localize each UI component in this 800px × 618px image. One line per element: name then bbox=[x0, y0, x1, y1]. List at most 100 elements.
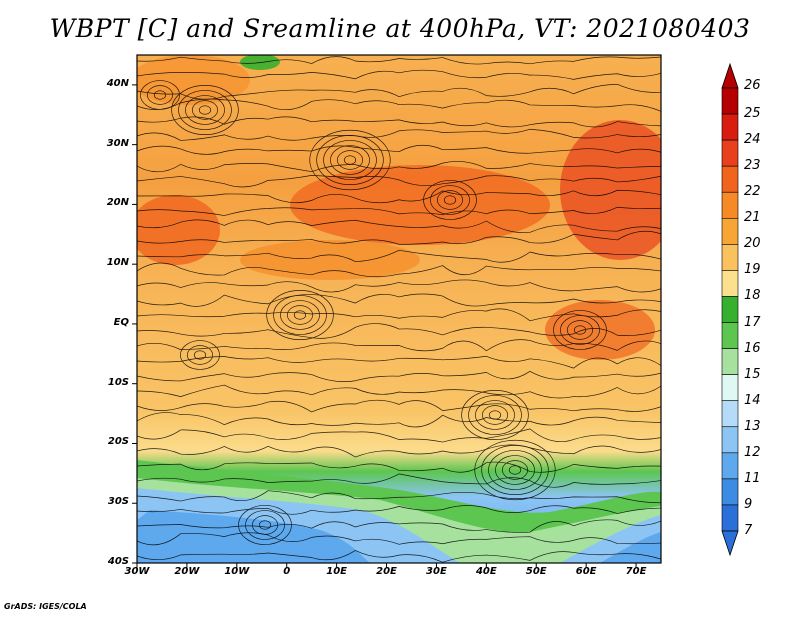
colorbar-swatch bbox=[721, 165, 739, 193]
vortex-streamline bbox=[153, 90, 167, 100]
vortex-streamline bbox=[309, 129, 391, 191]
colorbar-level-label: 18 bbox=[744, 288, 761, 304]
colorbar-swatch bbox=[721, 244, 739, 271]
vortex-streamline bbox=[560, 315, 600, 345]
streamline bbox=[137, 490, 661, 504]
lat-tick-label: 20S bbox=[107, 436, 129, 448]
streamline bbox=[137, 249, 661, 263]
colorbar-max-triangle bbox=[721, 62, 739, 89]
colorbar-swatch bbox=[721, 217, 739, 245]
colorbar-swatch bbox=[721, 322, 739, 349]
vortex-streamline bbox=[495, 455, 535, 485]
vortex-streamline bbox=[193, 350, 207, 360]
vortex-streamline bbox=[171, 84, 239, 135]
lat-tick-label: EQ bbox=[113, 316, 129, 328]
vortex-streamline bbox=[245, 510, 285, 540]
colorbar-swatch bbox=[721, 478, 739, 506]
colorbar-swatch bbox=[721, 504, 739, 532]
vortex-streamline bbox=[482, 405, 509, 425]
streamline bbox=[137, 189, 661, 204]
colorbar-swatch bbox=[721, 296, 739, 323]
streamline bbox=[137, 412, 661, 428]
colorbar-swatch bbox=[721, 426, 739, 454]
lon-tick-label: 20W bbox=[174, 566, 200, 577]
streamline bbox=[137, 144, 661, 155]
vortex-streamline bbox=[443, 195, 457, 205]
lat-tick-label: 30N bbox=[106, 137, 129, 149]
colorbar-level-label: 12 bbox=[744, 444, 761, 460]
lon-tick-label: 30W bbox=[124, 566, 150, 577]
streamline bbox=[137, 519, 661, 533]
vortex-streamline bbox=[430, 185, 470, 215]
streamline bbox=[137, 532, 661, 546]
vortex-streamline bbox=[147, 85, 174, 105]
colorbar-level-label: 13 bbox=[744, 418, 761, 434]
lat-tick-label: 40N bbox=[106, 77, 129, 89]
colorbar-level-label: 20 bbox=[744, 236, 761, 252]
colorbar-swatch bbox=[721, 348, 739, 375]
colorbar-swatch bbox=[721, 452, 739, 480]
colorbar-swatch bbox=[721, 139, 739, 167]
vortex-streamline bbox=[180, 340, 220, 370]
streamline bbox=[137, 473, 661, 488]
colorbar-level-label: 9 bbox=[744, 496, 753, 512]
vortex-streamline bbox=[330, 145, 370, 175]
streamline bbox=[137, 56, 661, 65]
streamline bbox=[137, 444, 661, 458]
vortex-streamline bbox=[475, 400, 515, 430]
streamline bbox=[137, 293, 661, 307]
streamline bbox=[137, 428, 661, 443]
streamline bbox=[137, 116, 661, 128]
vortex-streamline bbox=[258, 520, 272, 530]
vortex-streamline bbox=[474, 439, 556, 501]
streamline bbox=[137, 161, 661, 173]
streamline bbox=[137, 262, 661, 278]
colorbar-level-label: 23 bbox=[744, 158, 761, 174]
lon-tick-label: 20E bbox=[376, 566, 397, 577]
vortex-streamline bbox=[566, 320, 593, 340]
lon-tick-label: 40E bbox=[475, 566, 497, 577]
lat-tick-label: 40S bbox=[107, 556, 129, 567]
streamline bbox=[137, 323, 661, 339]
streamline bbox=[137, 355, 661, 369]
vortex-streamline bbox=[178, 90, 232, 130]
colorbar-swatch bbox=[721, 191, 739, 219]
vortex-streamline bbox=[461, 390, 529, 441]
colorbar-level-label: 14 bbox=[744, 392, 761, 408]
colorbar-level-label: 24 bbox=[744, 132, 761, 148]
colorbar-level-label: 16 bbox=[744, 340, 761, 356]
lat-tick-label: 20N bbox=[106, 197, 129, 209]
lon-tick-label: 50E bbox=[525, 566, 547, 577]
streamline bbox=[137, 308, 661, 322]
streamline bbox=[137, 399, 661, 413]
lat-tick-label: 10N bbox=[106, 257, 129, 269]
vortex-streamline bbox=[508, 465, 522, 475]
colorbar-swatch bbox=[721, 400, 739, 428]
map-frame bbox=[136, 54, 662, 564]
colorbar-swatch bbox=[721, 87, 739, 115]
colorbar-level-label: 11 bbox=[744, 470, 761, 486]
axis-ticks bbox=[132, 84, 637, 568]
streamline bbox=[137, 175, 661, 188]
vortex-streamline bbox=[198, 105, 212, 115]
vortex-streamline bbox=[293, 310, 307, 320]
colorbar-level-label: 19 bbox=[744, 262, 761, 278]
colorbar-swatch bbox=[721, 113, 739, 141]
colorbar-level-label: 17 bbox=[744, 314, 761, 330]
wbpt-field bbox=[137, 55, 661, 563]
colorbar-min-triangle bbox=[721, 530, 739, 557]
streamline bbox=[137, 219, 661, 234]
vortex-streamline bbox=[287, 305, 314, 325]
vortex-streamline bbox=[423, 180, 477, 220]
vortex-streamline bbox=[280, 300, 320, 330]
vortex-streamline bbox=[273, 295, 327, 335]
streamline bbox=[137, 69, 661, 80]
vortex-streamline bbox=[468, 395, 522, 435]
colorbar-level-label: 25 bbox=[744, 106, 761, 122]
lon-tick-label: 70E bbox=[625, 566, 647, 577]
vortex-streamline bbox=[140, 80, 180, 110]
vortex-streamline bbox=[323, 140, 377, 180]
streamline bbox=[137, 98, 661, 112]
vortex-streamline bbox=[488, 410, 502, 420]
